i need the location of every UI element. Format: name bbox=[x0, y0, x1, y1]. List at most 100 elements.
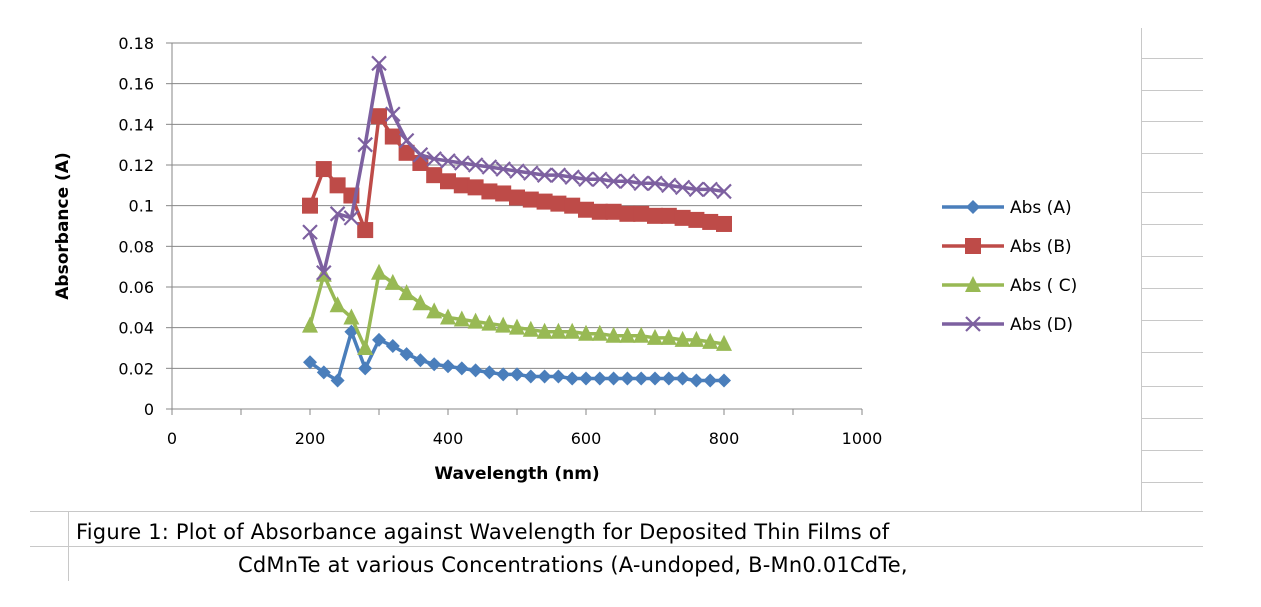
data-point bbox=[564, 197, 581, 214]
data-point bbox=[330, 373, 345, 388]
y-tick-label: 0.1 bbox=[129, 197, 154, 216]
data-point bbox=[550, 195, 567, 212]
data-point bbox=[316, 264, 332, 281]
y-tick-label: 0.06 bbox=[118, 278, 154, 297]
x-tick-label: 600 bbox=[571, 429, 602, 448]
x-tick-label: 1000 bbox=[842, 429, 883, 448]
legend-item: Abs (D) bbox=[942, 315, 1073, 335]
sheet-row-border bbox=[1141, 153, 1203, 154]
y-axis-label: Absorbance (A) bbox=[53, 152, 73, 299]
data-point bbox=[398, 284, 415, 301]
data-point bbox=[510, 367, 524, 382]
sheet-row-border bbox=[1141, 256, 1203, 257]
data-point bbox=[329, 177, 346, 194]
sheet-row-border bbox=[1141, 288, 1203, 289]
data-point bbox=[647, 175, 663, 192]
data-point bbox=[647, 328, 663, 345]
data-point bbox=[453, 310, 470, 327]
data-point bbox=[495, 161, 511, 177]
sheet-row-border bbox=[1141, 482, 1203, 483]
data-point bbox=[606, 371, 621, 386]
data-point bbox=[660, 207, 677, 224]
data-point bbox=[426, 151, 442, 167]
sheet-row-border bbox=[1141, 418, 1203, 419]
sheet-row-border bbox=[1141, 90, 1203, 91]
legend: Abs (A) Abs (B) Abs ( C) Abs (D) bbox=[942, 198, 1077, 335]
data-point bbox=[703, 373, 718, 388]
data-point bbox=[384, 128, 401, 145]
legend-marker bbox=[965, 316, 981, 332]
data-point bbox=[717, 373, 731, 388]
sheet-row-border bbox=[1141, 58, 1203, 59]
series-4 bbox=[302, 55, 732, 281]
data-point bbox=[441, 359, 455, 374]
sheet-row-border bbox=[1141, 450, 1203, 451]
data-point bbox=[564, 322, 581, 339]
data-point bbox=[467, 157, 484, 173]
data-point bbox=[579, 371, 593, 386]
legend-label: Abs (B) bbox=[1010, 237, 1072, 257]
x-tick-label: 800 bbox=[709, 429, 740, 448]
legend-label: Abs ( C) bbox=[1010, 276, 1077, 296]
data-point bbox=[468, 363, 483, 378]
data-point bbox=[688, 181, 705, 198]
y-tick-label: 0.02 bbox=[118, 359, 154, 378]
data-point bbox=[661, 177, 677, 194]
sheet-row-border bbox=[1141, 192, 1203, 193]
x-tick-label: 200 bbox=[295, 429, 326, 448]
data-point bbox=[716, 334, 732, 351]
data-point bbox=[467, 312, 484, 329]
data-point bbox=[399, 347, 414, 362]
data-point bbox=[495, 185, 512, 202]
data-point bbox=[702, 213, 719, 230]
data-point bbox=[426, 302, 443, 319]
data-point bbox=[578, 201, 594, 218]
y-tick-label: 0.16 bbox=[118, 75, 154, 94]
data-point bbox=[302, 316, 318, 333]
sheet-column-border bbox=[68, 511, 69, 581]
data-point bbox=[303, 355, 317, 370]
data-point bbox=[357, 222, 374, 239]
data-point bbox=[660, 328, 677, 345]
data-point bbox=[440, 308, 456, 325]
data-point bbox=[413, 353, 428, 368]
data-point bbox=[357, 136, 373, 153]
y-tick-label: 0.08 bbox=[118, 237, 154, 256]
data-point bbox=[315, 161, 332, 178]
x-tick-label: 0 bbox=[167, 429, 177, 448]
data-point bbox=[689, 373, 704, 388]
y-tick-label: 0.12 bbox=[118, 156, 154, 175]
data-point bbox=[509, 318, 525, 335]
data-point bbox=[674, 179, 691, 196]
data-point bbox=[619, 173, 636, 190]
data-point bbox=[550, 167, 567, 183]
data-point bbox=[592, 171, 608, 188]
data-point bbox=[482, 365, 497, 380]
sheet-row-border bbox=[1141, 224, 1203, 225]
data-point bbox=[578, 171, 594, 188]
data-point bbox=[509, 163, 525, 179]
legend-label: Abs (A) bbox=[1010, 198, 1072, 218]
data-point bbox=[358, 361, 373, 376]
figure-caption-line-2: CdMnTe at various Concentrations (A-undo… bbox=[238, 553, 908, 577]
data-point bbox=[412, 147, 429, 163]
data-point bbox=[496, 367, 511, 382]
data-point bbox=[565, 371, 580, 386]
data-point bbox=[688, 211, 705, 228]
data-point bbox=[661, 371, 676, 386]
legend-item: Abs (A) bbox=[942, 198, 1072, 218]
data-point bbox=[481, 159, 498, 175]
data-point bbox=[426, 167, 443, 184]
sheet-row-border bbox=[30, 546, 1203, 547]
y-tick-labels: 0 0.02 0.04 0.06 0.08 0.1 0.12 0.14 0.16 0.18 bbox=[118, 34, 154, 419]
data-point bbox=[619, 326, 636, 343]
data-point bbox=[412, 294, 429, 311]
sheet-row-border bbox=[1141, 386, 1203, 387]
data-point bbox=[674, 330, 691, 347]
x-axis-label: Wavelength (nm) bbox=[434, 464, 599, 484]
data-point bbox=[522, 191, 539, 208]
data-point bbox=[385, 106, 401, 122]
data-point bbox=[329, 206, 346, 222]
data-point bbox=[495, 316, 512, 333]
